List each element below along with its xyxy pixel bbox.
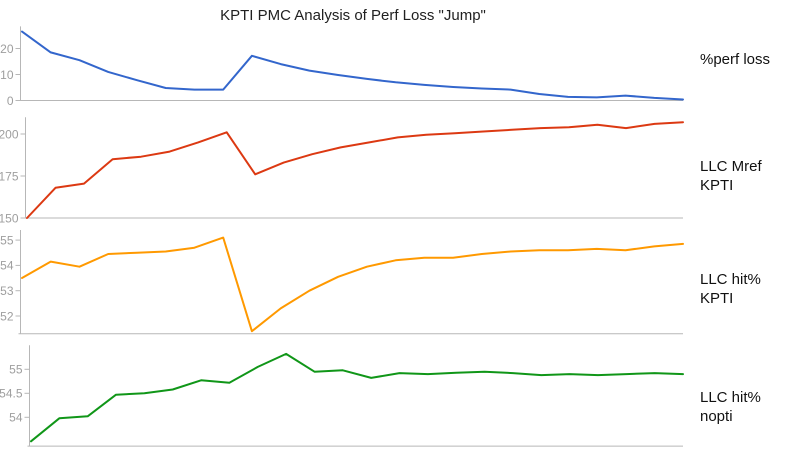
y-tick-label: 0 <box>7 94 14 108</box>
y-tick-label: 53 <box>0 284 14 298</box>
y-tick-label: 55 <box>9 363 23 377</box>
series-label-llc-mref-kpti: LLC Mref KPTI <box>700 157 785 195</box>
llc-hit-kpti-chart: 52 53 54 55 <box>0 230 684 335</box>
y-tick-label: 54 <box>0 259 14 273</box>
y-tick-label: 55 <box>0 233 14 247</box>
y-tick-label: 54.5 <box>0 387 23 401</box>
y-tick-label: 54 <box>9 411 23 425</box>
llc-hit-kpti-line <box>21 236 684 333</box>
y-tick-label: 150 <box>0 211 19 225</box>
llc-mref-kpti-line <box>26 121 684 219</box>
chart-title: KPTI PMC Analysis of Perf Loss "Jump" <box>220 7 486 24</box>
series-label-perf-loss: %perf loss <box>700 50 785 69</box>
llc-mref-kpti-chart: 150 175 200 <box>0 117 684 225</box>
series-label-line: %perf loss <box>700 51 771 68</box>
y-tick-label: 52 <box>0 309 14 323</box>
series-label-line: LLC hit% <box>700 389 761 406</box>
perf-loss-line <box>21 30 684 101</box>
kpti-pmc-analysis-page: { "title": "KPTI PMC Analysis of Perf Lo… <box>0 7 785 447</box>
llc-hit-nopti-chart: 54 54.5 55 <box>0 345 684 447</box>
y-tick-label: 10 <box>0 68 14 82</box>
series-label-line: KPTI <box>700 290 734 307</box>
perf-loss-chart: 0 10 20 <box>0 26 684 108</box>
y-tick-label: 200 <box>0 127 19 141</box>
series-label-llc-hit-kpti: LLC hit% KPTI <box>700 270 785 308</box>
series-label-line: KPTI <box>700 177 734 194</box>
series-label-line: nopti <box>700 408 733 425</box>
series-label-llc-hit-nopti: LLC hit% nopti <box>700 388 785 426</box>
y-tick-label: 20 <box>0 42 14 56</box>
series-label-line: LLC Mref <box>700 158 762 175</box>
llc-hit-nopti-line <box>30 352 684 443</box>
y-tick-label: 175 <box>0 169 19 183</box>
series-label-line: LLC hit% <box>700 271 761 288</box>
